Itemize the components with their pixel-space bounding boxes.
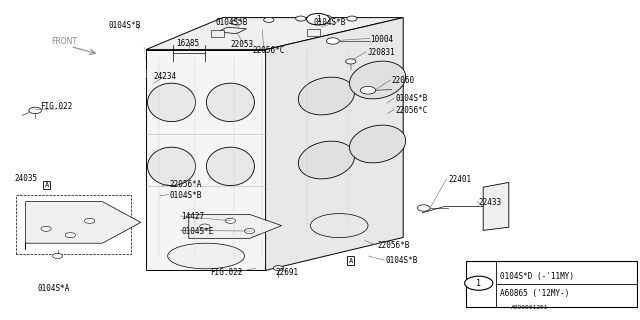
Ellipse shape	[298, 77, 355, 115]
Circle shape	[244, 228, 255, 234]
Polygon shape	[146, 50, 266, 270]
Circle shape	[465, 276, 493, 290]
Text: 0104S*B: 0104S*B	[385, 256, 418, 265]
Text: 22056*B: 22056*B	[378, 241, 410, 250]
Circle shape	[346, 59, 356, 64]
Text: 22060: 22060	[392, 76, 415, 85]
Text: A090001251: A090001251	[511, 305, 548, 310]
Circle shape	[321, 15, 332, 20]
Polygon shape	[189, 214, 282, 238]
Circle shape	[41, 226, 51, 231]
Polygon shape	[16, 195, 131, 254]
FancyBboxPatch shape	[466, 261, 637, 307]
Circle shape	[296, 16, 306, 21]
Text: 10004: 10004	[371, 35, 394, 44]
Text: 22433: 22433	[479, 198, 502, 207]
Text: 0104S*B: 0104S*B	[314, 18, 346, 27]
Circle shape	[225, 218, 236, 223]
Circle shape	[417, 205, 430, 211]
Text: 1: 1	[476, 279, 481, 288]
Polygon shape	[146, 18, 403, 50]
Text: 22691: 22691	[275, 268, 298, 277]
Text: A: A	[45, 182, 49, 188]
Text: 16285: 16285	[176, 39, 199, 48]
Circle shape	[84, 218, 95, 223]
Circle shape	[29, 107, 42, 114]
Text: A60865 ('12MY-): A60865 ('12MY-)	[500, 289, 569, 298]
Text: 0104S*B: 0104S*B	[215, 18, 248, 27]
Circle shape	[65, 233, 76, 238]
Ellipse shape	[206, 147, 254, 186]
Text: 22056*A: 22056*A	[170, 180, 202, 189]
Text: 0104S*E: 0104S*E	[181, 227, 214, 236]
Text: 22056*C: 22056*C	[252, 46, 285, 55]
Circle shape	[273, 266, 284, 271]
Polygon shape	[26, 202, 141, 250]
Text: 0104S*D (-'11MY): 0104S*D (-'11MY)	[500, 272, 574, 281]
Circle shape	[360, 86, 376, 94]
Polygon shape	[483, 182, 509, 230]
Ellipse shape	[206, 83, 254, 122]
Text: 22053: 22053	[230, 40, 253, 49]
Text: 0104S*A: 0104S*A	[37, 284, 70, 293]
Bar	[211, 30, 224, 37]
Text: 0104S*B: 0104S*B	[170, 191, 202, 200]
Ellipse shape	[168, 243, 244, 269]
Polygon shape	[218, 27, 246, 34]
Circle shape	[264, 17, 274, 22]
Ellipse shape	[148, 147, 196, 186]
Circle shape	[200, 224, 210, 229]
Ellipse shape	[349, 61, 406, 99]
Text: 0104S*B: 0104S*B	[109, 21, 141, 30]
Text: FIG.022: FIG.022	[210, 268, 243, 277]
Text: 1: 1	[316, 15, 321, 24]
Text: FIG.022: FIG.022	[40, 102, 72, 111]
Text: 0104S*B: 0104S*B	[396, 94, 428, 103]
Text: 24035: 24035	[14, 174, 37, 183]
Ellipse shape	[310, 214, 368, 237]
Circle shape	[307, 13, 330, 25]
Ellipse shape	[298, 141, 355, 179]
Polygon shape	[266, 18, 403, 270]
Ellipse shape	[148, 83, 196, 122]
Text: 22401: 22401	[448, 175, 471, 184]
Text: 14427: 14427	[181, 212, 204, 221]
Ellipse shape	[349, 125, 406, 163]
Circle shape	[326, 38, 339, 44]
Text: A: A	[349, 258, 353, 264]
Text: FRONT: FRONT	[51, 37, 77, 46]
Circle shape	[52, 253, 63, 259]
Bar	[307, 29, 320, 36]
Text: 22056*C: 22056*C	[396, 106, 428, 115]
Circle shape	[347, 16, 357, 21]
Circle shape	[232, 20, 242, 25]
Text: J20831: J20831	[367, 48, 395, 57]
Text: 24234: 24234	[154, 72, 177, 81]
